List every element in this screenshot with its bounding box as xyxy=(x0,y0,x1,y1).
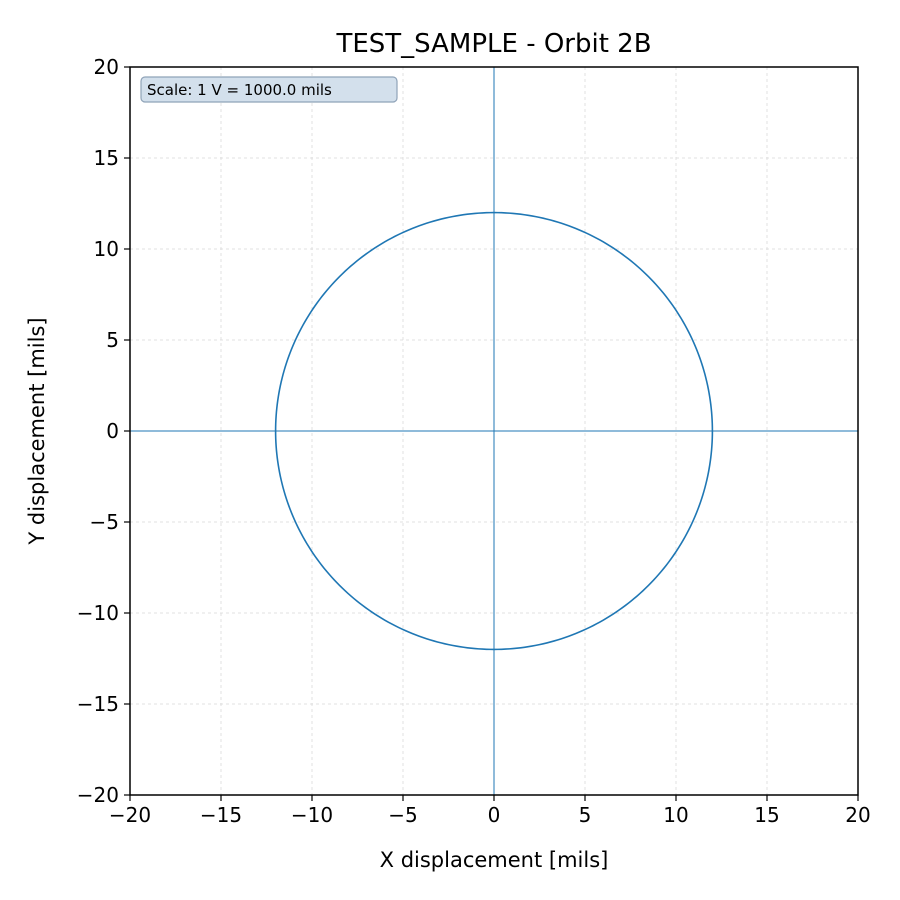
y-tick-label: 20 xyxy=(94,55,119,79)
x-ticks: −20 −15 −10 −5 0 5 10 15 20 xyxy=(109,795,871,827)
x-tick-label: 10 xyxy=(663,803,688,827)
scale-annotation: Scale: 1 V = 1000.0 mils xyxy=(140,76,398,103)
y-tick-label: −10 xyxy=(77,601,119,625)
y-tick-label: −20 xyxy=(77,783,119,807)
y-tick-label: −5 xyxy=(90,510,119,534)
y-tick-label: 10 xyxy=(94,237,119,261)
y-axis-label: Y displacement [mils] xyxy=(25,317,49,545)
x-tick-label: 5 xyxy=(579,803,592,827)
scale-annotation-box xyxy=(140,76,398,103)
x-tick-label: −15 xyxy=(200,803,242,827)
x-tick-label: 15 xyxy=(754,803,779,827)
x-tick-label: −10 xyxy=(291,803,333,827)
x-tick-label: −20 xyxy=(109,803,151,827)
x-tick-label: −5 xyxy=(388,803,417,827)
orbit-line xyxy=(274,211,714,651)
y-tick-label: −15 xyxy=(77,692,119,716)
x-tick-label: 20 xyxy=(845,803,870,827)
crosshair-axes xyxy=(130,67,858,795)
scale-annotation-text: Scale: 1 V = 1000.0 mils xyxy=(147,81,332,99)
y-tick-label: 5 xyxy=(106,328,119,352)
x-tick-label: 0 xyxy=(488,803,501,827)
x-axis-label: X displacement [mils] xyxy=(380,848,609,872)
y-tick-label: 0 xyxy=(106,419,119,443)
y-tick-label: 15 xyxy=(94,146,119,170)
chart-title: TEST_SAMPLE - Orbit 2B xyxy=(335,29,651,59)
y-ticks: −20 −15 −10 −5 0 5 10 15 20 xyxy=(77,55,130,807)
series-layer xyxy=(274,211,714,651)
